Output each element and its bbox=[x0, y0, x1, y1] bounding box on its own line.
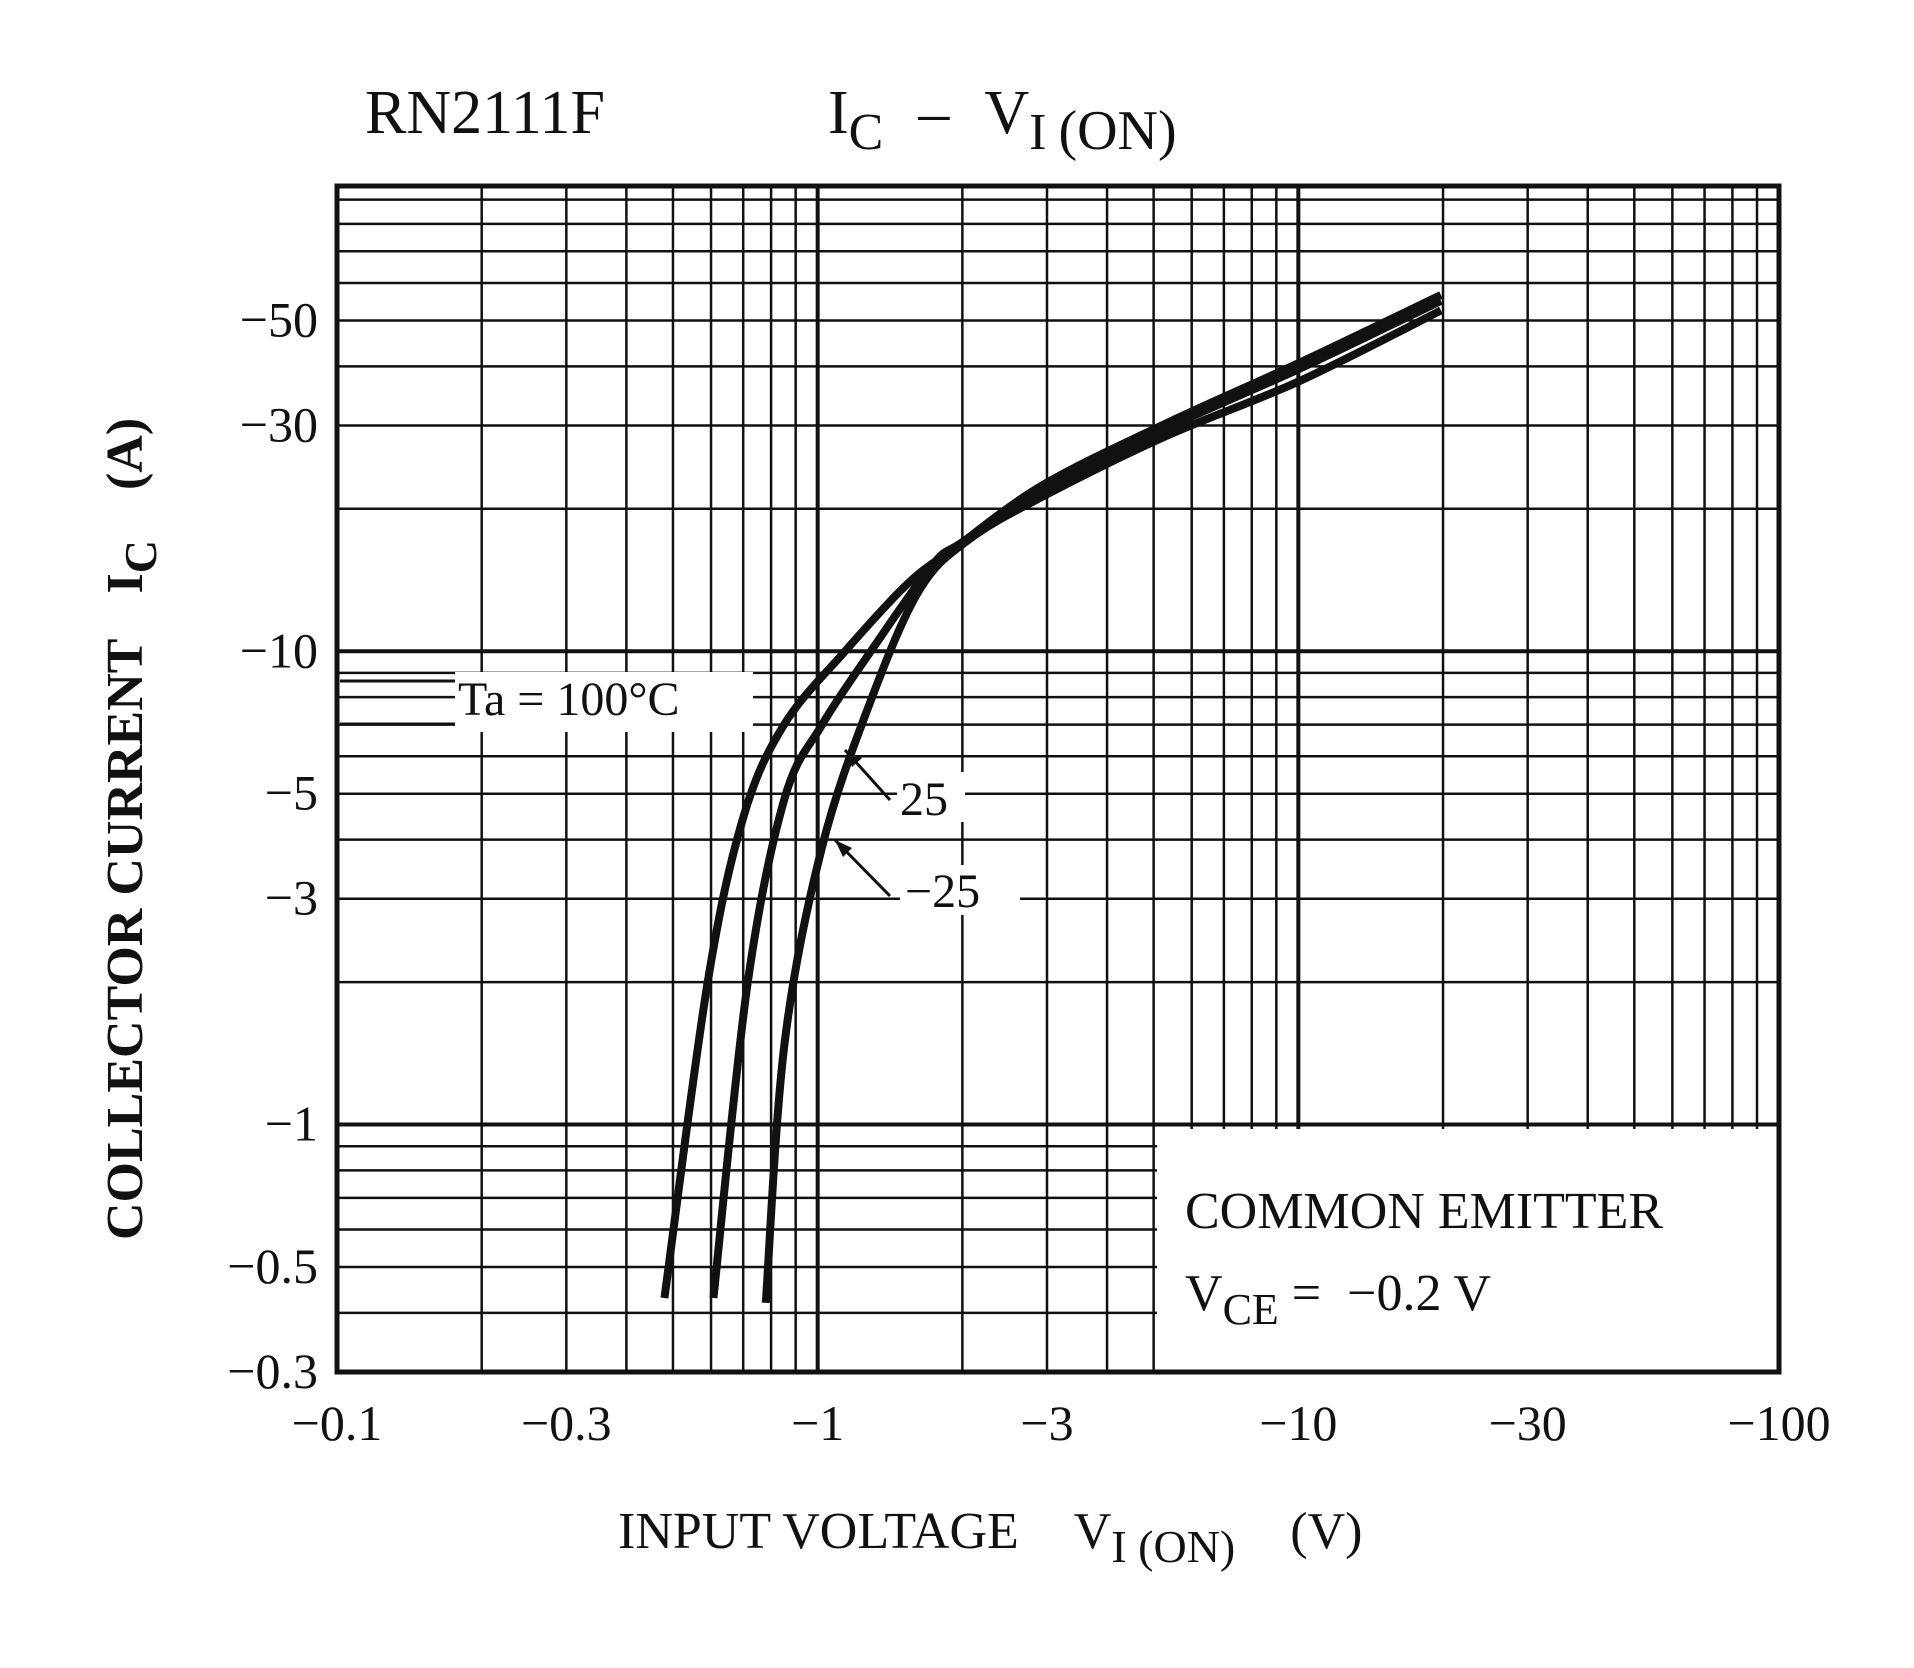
x-tick-label: −30 bbox=[1489, 1395, 1567, 1451]
x-tick-label: −100 bbox=[1727, 1395, 1830, 1451]
chart-title-part: RN2111F bbox=[365, 79, 605, 147]
series-line-25c bbox=[709, 297, 1443, 1299]
ta100-label: Ta = 100°C bbox=[458, 673, 680, 726]
t25-label: 25 bbox=[900, 773, 948, 826]
y-axis-label: COLLECTOR CURRENTIC(A) bbox=[97, 418, 166, 1240]
x-tick-label: −3 bbox=[1020, 1395, 1073, 1451]
series-line-minus25c bbox=[761, 306, 1443, 1304]
legend-line1: COMMON EMITTER bbox=[1185, 1183, 1663, 1240]
x-tick-label: −10 bbox=[1259, 1395, 1337, 1451]
legend-line2: VCE = −0.2 V bbox=[1185, 1265, 1491, 1334]
x-tick-label: −1 bbox=[791, 1395, 844, 1451]
y-tick-label: −0.3 bbox=[227, 1343, 318, 1399]
x-axis-label: INPUT VOLTAGE VI (ON) (V) bbox=[618, 1503, 1362, 1572]
tick-labels: −0.1 −0.3 −1 −3 −10 −30 −100−0.3−0.5−1−3−5−10−… bbox=[227, 291, 1830, 1451]
x-tick-label: −0.3 bbox=[521, 1395, 612, 1451]
curves bbox=[660, 291, 1443, 1304]
tm25-label: −25 bbox=[905, 865, 980, 918]
tm25-label-bg bbox=[900, 865, 1020, 915]
chart-title: IC – VI (ON) bbox=[828, 79, 1177, 162]
y-tick-label: −30 bbox=[240, 396, 318, 452]
series-line-100c bbox=[660, 291, 1443, 1299]
y-tick-label: −10 bbox=[240, 622, 318, 678]
y-tick-label: −0.5 bbox=[227, 1238, 318, 1294]
t25-label-bg bbox=[897, 772, 965, 822]
ta100-label-bg bbox=[455, 672, 753, 732]
y-tick-label: −3 bbox=[265, 870, 318, 926]
legend-box bbox=[1157, 1129, 1777, 1371]
y-tick-label: −50 bbox=[240, 291, 318, 347]
y-tick-label: −1 bbox=[265, 1096, 318, 1152]
plot-frame bbox=[334, 183, 1782, 1375]
t25-arrowhead bbox=[845, 750, 862, 767]
tm25-arrowhead bbox=[835, 840, 852, 857]
y-tick-label: −5 bbox=[265, 765, 318, 821]
x-tick-label: −0.1 bbox=[292, 1395, 383, 1451]
